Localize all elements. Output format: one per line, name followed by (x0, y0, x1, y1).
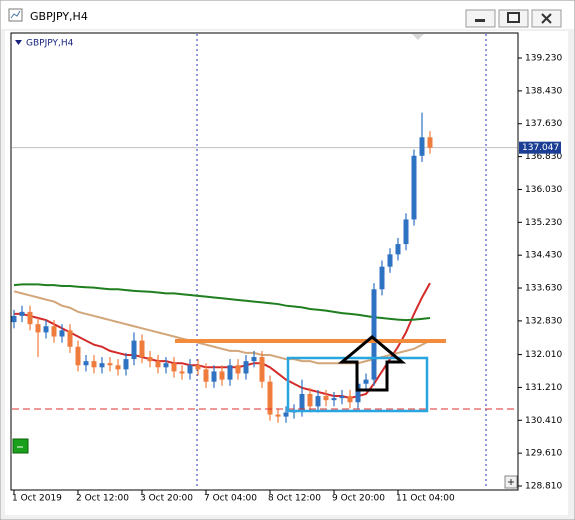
candle-body (211, 371, 217, 382)
candle-body (387, 254, 393, 267)
candle-body (171, 363, 177, 372)
candle-body (251, 357, 257, 362)
y-tick-label: 137.630 (525, 119, 562, 129)
plot-content (11, 112, 517, 423)
candle-body (219, 371, 225, 380)
candle-body (179, 371, 185, 374)
candle-body (131, 340, 137, 360)
candle-body (75, 346, 81, 366)
candle-body (91, 361, 97, 368)
minimize-button[interactable] (465, 9, 496, 28)
x-tick-label: 7 Oct 04:00 (204, 494, 257, 504)
candle-body (275, 414, 281, 417)
candle-body (331, 398, 337, 401)
candle-body (403, 219, 409, 245)
plot-area (10, 32, 519, 491)
candle-body (107, 363, 113, 366)
candle-body (19, 311, 25, 316)
candle-body (139, 340, 145, 358)
range-box (286, 356, 429, 413)
y-tick-label: 136.030 (525, 185, 562, 195)
candle-body (27, 311, 33, 325)
chart-title: GBPJPY,H4 (26, 39, 74, 49)
candle-body (307, 394, 313, 407)
x-tick-label: 1 Oct 2019 (12, 494, 62, 504)
shift-marker (412, 34, 424, 40)
candle-body (339, 396, 345, 399)
y-tick-label: 133.630 (525, 284, 562, 294)
zoom-button[interactable] (504, 475, 518, 489)
candle-body (51, 326, 57, 337)
x-tick-label: 3 Oct 20:00 (140, 494, 193, 504)
candle-body (347, 396, 353, 403)
y-tick-label: 131.210 (525, 383, 562, 393)
candle-body (267, 381, 273, 415)
candle-body (11, 315, 17, 323)
candle-body (147, 357, 153, 362)
y-tick-label: 139.230 (525, 54, 562, 64)
candle-body (35, 324, 41, 333)
x-tick-label: 8 Oct 12:00 (268, 494, 321, 504)
candle-body (99, 363, 105, 368)
x-tick-label: 9 Oct 20:00 (332, 494, 385, 504)
candle-body (59, 330, 65, 337)
candle-body (411, 155, 417, 220)
candle-body (123, 359, 129, 370)
candle-body (323, 396, 329, 401)
candle-body (427, 137, 433, 148)
y-tick-label: 129.610 (525, 449, 562, 459)
candle-body (115, 365, 121, 370)
y-tick-label: 138.430 (525, 86, 562, 96)
candle-body (371, 289, 377, 380)
candle-body (43, 326, 49, 333)
candle-body (379, 266, 385, 290)
candle-body (315, 396, 321, 407)
candle-body (299, 394, 305, 411)
candle-body (363, 379, 369, 384)
current-price-label: 137.047 (522, 143, 559, 153)
candle-body (395, 244, 401, 255)
x-tick-label: 2 Oct 12:00 (76, 494, 129, 504)
close-button[interactable] (531, 9, 562, 28)
candle-body (419, 137, 425, 156)
window-icon-glyph (10, 10, 21, 19)
maximize-button[interactable] (498, 9, 529, 28)
candle-body (283, 412, 289, 417)
y-tick-label: 130.410 (525, 416, 562, 426)
y-tick-label: 134.430 (525, 251, 562, 261)
y-tick-label: 135.230 (525, 218, 562, 228)
up-arrow (337, 335, 407, 392)
y-tick-label: 136.830 (525, 152, 562, 162)
candle-body (83, 361, 89, 366)
candle-body (155, 361, 161, 368)
current-price-box (519, 141, 561, 154)
y-tick-label: 128.810 (525, 482, 562, 492)
candle-body (227, 365, 233, 380)
symbol-triangle (15, 40, 22, 45)
trade-button[interactable] (12, 438, 29, 454)
candle-body (195, 365, 201, 370)
y-tick-label: 132.010 (525, 350, 562, 360)
candle-body (67, 330, 73, 347)
moving-average (13, 290, 431, 365)
candle-body (235, 365, 241, 374)
candle-body (259, 357, 265, 382)
moving-average (13, 283, 431, 322)
candle-body (243, 361, 249, 374)
candle-body (355, 383, 361, 403)
candle-body (163, 363, 169, 368)
candle-body (187, 365, 193, 374)
x-tick-label: 11 Oct 04:00 (396, 494, 455, 504)
candle-body (203, 369, 209, 382)
window-title: GBPJPY,H4 (30, 10, 88, 23)
y-tick-label: 132.830 (525, 316, 562, 326)
